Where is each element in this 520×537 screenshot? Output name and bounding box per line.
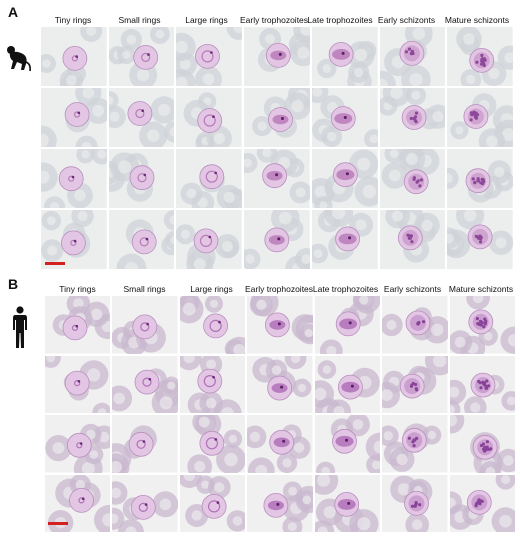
micrograph-tile xyxy=(247,296,313,354)
micrograph-tile xyxy=(311,149,378,208)
micrograph-tile xyxy=(45,474,111,532)
micrograph-tile xyxy=(314,355,381,413)
micrograph-tile xyxy=(45,355,111,413)
micrograph-tile xyxy=(45,296,111,354)
micrograph-tile xyxy=(41,210,107,269)
stage-header-mature-schizonts: Mature schizonts xyxy=(448,284,514,294)
micrograph-tile xyxy=(449,415,515,473)
stage-header-late-trophozoites: Late trophozoites xyxy=(307,15,373,25)
stage-header-early-trophozoites: Early trophozoites xyxy=(240,15,309,25)
micrograph-tile xyxy=(112,355,178,413)
stage-header-tiny-rings: Tiny rings xyxy=(59,284,96,294)
micrograph-tile xyxy=(247,415,313,473)
stage-header-large-rings: Large rings xyxy=(185,15,228,25)
panel-b-image-grid xyxy=(44,295,516,533)
micrograph-tile xyxy=(447,88,513,147)
micrograph-tile xyxy=(314,296,381,354)
micrograph-tile xyxy=(108,88,175,147)
micrograph-tile xyxy=(179,355,246,413)
human-icon xyxy=(10,306,30,350)
micrograph-tile xyxy=(41,149,107,208)
micrograph-tile xyxy=(311,27,378,86)
micrograph-tile xyxy=(176,27,243,86)
micrograph-tile xyxy=(247,474,313,532)
micrograph-tile xyxy=(449,474,515,532)
micrograph-tile xyxy=(449,296,515,354)
panel-letter-b: B xyxy=(8,276,19,292)
micrograph-tile xyxy=(382,355,448,413)
micrograph-tile xyxy=(179,474,246,532)
micrograph-tile xyxy=(45,415,111,473)
micrograph-tile xyxy=(179,415,246,473)
stage-header-early-trophozoites: Early trophozoites xyxy=(245,284,314,294)
micrograph-tile xyxy=(176,210,243,269)
micrograph-tile xyxy=(311,88,378,147)
micrograph-tile xyxy=(447,210,513,269)
scale-bar-a xyxy=(45,262,65,265)
micrograph-tile xyxy=(314,474,381,532)
micrograph-tile xyxy=(244,210,310,269)
micrograph-tile xyxy=(112,474,178,532)
micrograph-tile xyxy=(112,415,178,473)
stage-header-small-rings: Small rings xyxy=(123,284,166,294)
micrograph-tile xyxy=(244,27,310,86)
micrograph-tile xyxy=(244,149,310,208)
micrograph-tile xyxy=(447,27,513,86)
micrograph-tile xyxy=(382,296,448,354)
micrograph-tile xyxy=(379,27,446,86)
micrograph-tile xyxy=(41,88,107,147)
micrograph-tile xyxy=(176,149,243,208)
micrograph-tile xyxy=(379,210,446,269)
micrograph-tile xyxy=(379,88,446,147)
micrograph-tile xyxy=(41,27,107,86)
micrograph-tile xyxy=(247,355,313,413)
micrograph-tile xyxy=(311,210,378,269)
micrograph-tile xyxy=(379,149,446,208)
micrograph-tile xyxy=(244,88,310,147)
stage-header-mature-schizonts: Mature schizonts xyxy=(444,15,510,25)
micrograph-tile xyxy=(179,296,246,354)
micrograph-tile xyxy=(382,415,448,473)
micrograph-tile xyxy=(449,355,515,413)
stage-header-late-trophozoites: Late trophozoites xyxy=(312,284,379,294)
stage-header-large-rings: Large rings xyxy=(190,284,233,294)
micrograph-tile xyxy=(447,149,513,208)
panel-letter-a: A xyxy=(8,4,19,20)
monkey-icon xyxy=(4,40,32,74)
stage-header-early-schizonts: Early schizonts xyxy=(377,15,436,25)
micrograph-tile xyxy=(314,415,381,473)
micrograph-tile xyxy=(112,296,178,354)
micrograph-tile xyxy=(382,474,448,532)
scale-bar-b xyxy=(48,522,68,525)
stage-header-early-schizonts: Early schizonts xyxy=(383,284,442,294)
micrograph-tile xyxy=(108,210,175,269)
micrograph-tile xyxy=(108,149,175,208)
micrograph-tile xyxy=(176,88,243,147)
stage-header-tiny-rings: Tiny rings xyxy=(54,15,92,25)
stage-header-small-rings: Small rings xyxy=(118,15,161,25)
panel-a-image-grid xyxy=(40,26,514,270)
micrograph-tile xyxy=(108,27,175,86)
